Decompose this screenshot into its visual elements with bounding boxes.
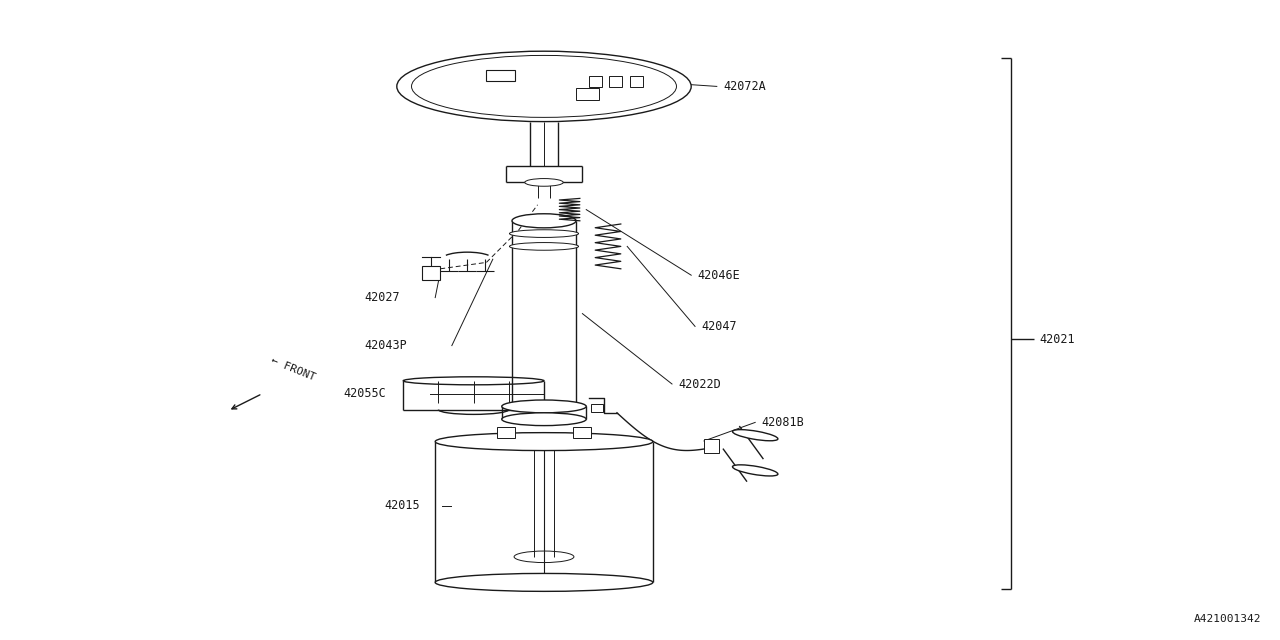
Text: A421001342: A421001342 — [1193, 614, 1261, 624]
Text: 42046E: 42046E — [698, 269, 740, 282]
Text: 42021: 42021 — [1039, 333, 1075, 346]
Ellipse shape — [509, 243, 579, 250]
Text: 42072A: 42072A — [723, 80, 765, 93]
FancyBboxPatch shape — [609, 76, 622, 87]
FancyBboxPatch shape — [576, 88, 599, 100]
FancyBboxPatch shape — [630, 76, 643, 87]
Text: 42055C: 42055C — [343, 387, 385, 400]
Text: ← FRONT: ← FRONT — [269, 355, 316, 382]
Text: 42027: 42027 — [365, 291, 401, 304]
FancyBboxPatch shape — [497, 427, 515, 438]
FancyBboxPatch shape — [573, 427, 591, 438]
Ellipse shape — [509, 230, 579, 237]
Ellipse shape — [512, 214, 576, 228]
Text: 42043P: 42043P — [365, 339, 407, 352]
Text: 42022D: 42022D — [678, 378, 721, 390]
FancyBboxPatch shape — [486, 70, 515, 81]
Ellipse shape — [435, 573, 653, 591]
Ellipse shape — [525, 179, 563, 186]
Ellipse shape — [732, 429, 778, 441]
FancyBboxPatch shape — [589, 76, 602, 87]
Ellipse shape — [502, 400, 586, 413]
Text: 42047: 42047 — [701, 320, 737, 333]
FancyBboxPatch shape — [704, 439, 719, 453]
Ellipse shape — [732, 465, 778, 476]
FancyBboxPatch shape — [591, 404, 603, 412]
FancyBboxPatch shape — [422, 266, 440, 280]
Ellipse shape — [435, 433, 653, 451]
Text: 42081B: 42081B — [762, 416, 804, 429]
Ellipse shape — [397, 51, 691, 122]
Text: 42015: 42015 — [384, 499, 420, 512]
Ellipse shape — [502, 413, 586, 426]
